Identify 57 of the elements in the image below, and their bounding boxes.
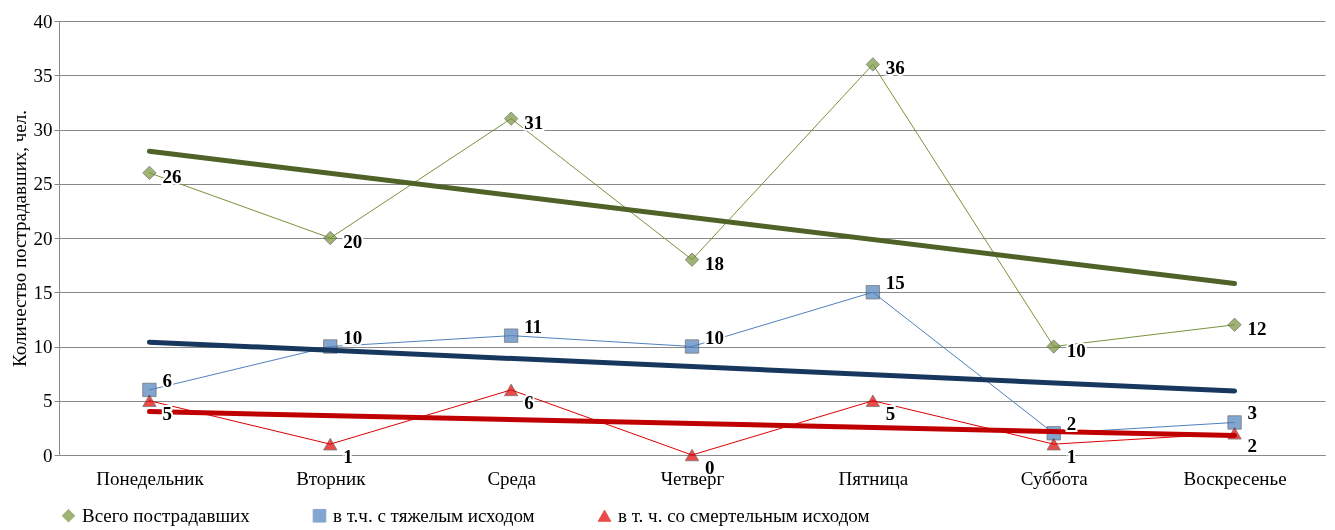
x-tick-label: Пятница (838, 467, 909, 489)
data-label: 20 (343, 231, 363, 252)
y-axis-title: Количество пострадавших, чел. (8, 109, 30, 368)
data-label: 6 (524, 391, 534, 413)
x-tick-label: Среда (487, 467, 537, 489)
point (1046, 339, 1061, 354)
point (323, 230, 338, 246)
point (504, 111, 519, 126)
data-label: 10 (1066, 339, 1086, 361)
x-tick-label: Вторник (296, 467, 367, 489)
data-label: 11 (524, 315, 543, 337)
point (504, 328, 519, 343)
data-label: 5 (885, 402, 896, 424)
x-tick-label: Понедельник (96, 467, 205, 489)
point (1046, 437, 1061, 451)
point (684, 252, 700, 267)
point (684, 448, 700, 462)
y-tick-label: 35 (33, 64, 53, 86)
point (1227, 415, 1242, 430)
data-label: 26 (162, 165, 182, 187)
point (865, 394, 880, 407)
data-label: 2 (1247, 435, 1258, 457)
data-label: 5 (162, 402, 172, 424)
y-tick-label: 10 (33, 336, 53, 357)
x-tick-label: Воскресенье (1183, 467, 1287, 489)
data-label: 12 (1247, 317, 1267, 339)
data-label: 31 (524, 111, 544, 133)
data-label: 1 (343, 446, 353, 468)
y-tick-label: 40 (33, 10, 53, 32)
data-label: 36 (885, 57, 905, 79)
point (142, 394, 157, 407)
data-label: 15 (885, 272, 905, 294)
y-tick-label: 0 (43, 444, 53, 466)
legend-label: в т.ч. с тяжелым исходом (333, 504, 535, 526)
data-label: 18 (705, 252, 724, 274)
data-label: 3 (1247, 402, 1258, 424)
point (142, 382, 157, 397)
point (1227, 317, 1242, 332)
y-tick-label: 30 (33, 119, 53, 140)
x-tick-label: Суббота (1020, 467, 1089, 489)
data-label: 2 (1066, 413, 1077, 435)
point (865, 285, 880, 300)
point (142, 165, 157, 180)
point (323, 437, 338, 451)
y-tick-label: 20 (33, 227, 53, 249)
data-label: 6 (162, 369, 172, 391)
y-tick-label: 5 (43, 390, 53, 412)
data-label: 1 (1066, 446, 1077, 468)
data-label: 10 (705, 326, 724, 348)
data-label: 10 (343, 326, 363, 348)
y-tick-label: 15 (33, 281, 53, 303)
point (865, 57, 880, 72)
point (684, 339, 700, 354)
point (504, 383, 519, 397)
legend-label: в т. ч. со смертельным исходом (618, 504, 870, 526)
legend-label: Всего пострадавших (82, 504, 251, 526)
y-tick-label: 25 (33, 173, 53, 195)
